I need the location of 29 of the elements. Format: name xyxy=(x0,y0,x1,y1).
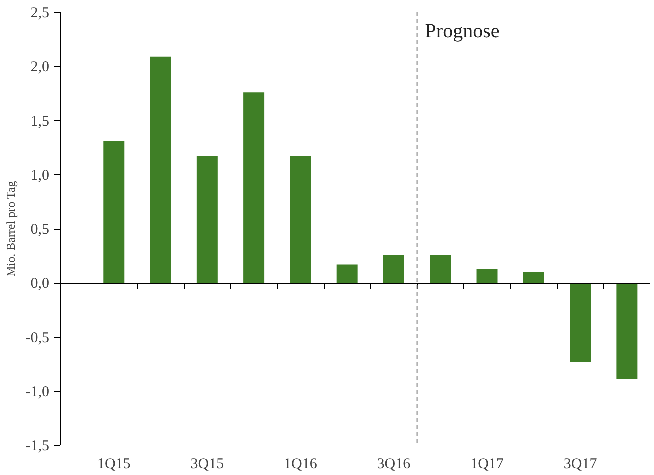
bar xyxy=(523,272,544,284)
x-tick-label: 1Q17 xyxy=(470,456,504,472)
bar xyxy=(150,56,172,284)
y-tick-label: 1,0 xyxy=(30,168,50,184)
bar xyxy=(290,156,312,284)
y-tick-label: -1,5 xyxy=(26,438,50,454)
x-tick-label: 3Q17 xyxy=(564,456,598,472)
bar xyxy=(244,92,265,284)
y-tick-label: 0,5 xyxy=(30,222,50,238)
y-tick-label: -1,0 xyxy=(26,384,50,400)
bar xyxy=(104,141,125,284)
y-tick-label: -0,5 xyxy=(26,330,50,346)
bar xyxy=(570,283,592,362)
x-tick-label: 3Q15 xyxy=(190,456,224,472)
bar xyxy=(196,156,218,284)
y-tick-label: 2,5 xyxy=(30,6,50,22)
bar xyxy=(430,254,452,284)
y-tick-label: 2,0 xyxy=(30,60,50,76)
x-tick-label: 3Q16 xyxy=(377,456,412,472)
bar xyxy=(476,269,498,284)
x-tick-label: 1Q16 xyxy=(284,456,318,472)
bar xyxy=(616,283,638,380)
y-axis-title: Mio. Barrel pro Tag xyxy=(4,181,18,277)
annotation: Prognose xyxy=(425,20,500,42)
y-tick-label: 1,5 xyxy=(30,114,50,130)
bar xyxy=(383,254,404,284)
y-tick-label: 0,0 xyxy=(30,276,50,292)
bar xyxy=(336,264,358,284)
x-tick-label: 1Q15 xyxy=(97,456,131,472)
